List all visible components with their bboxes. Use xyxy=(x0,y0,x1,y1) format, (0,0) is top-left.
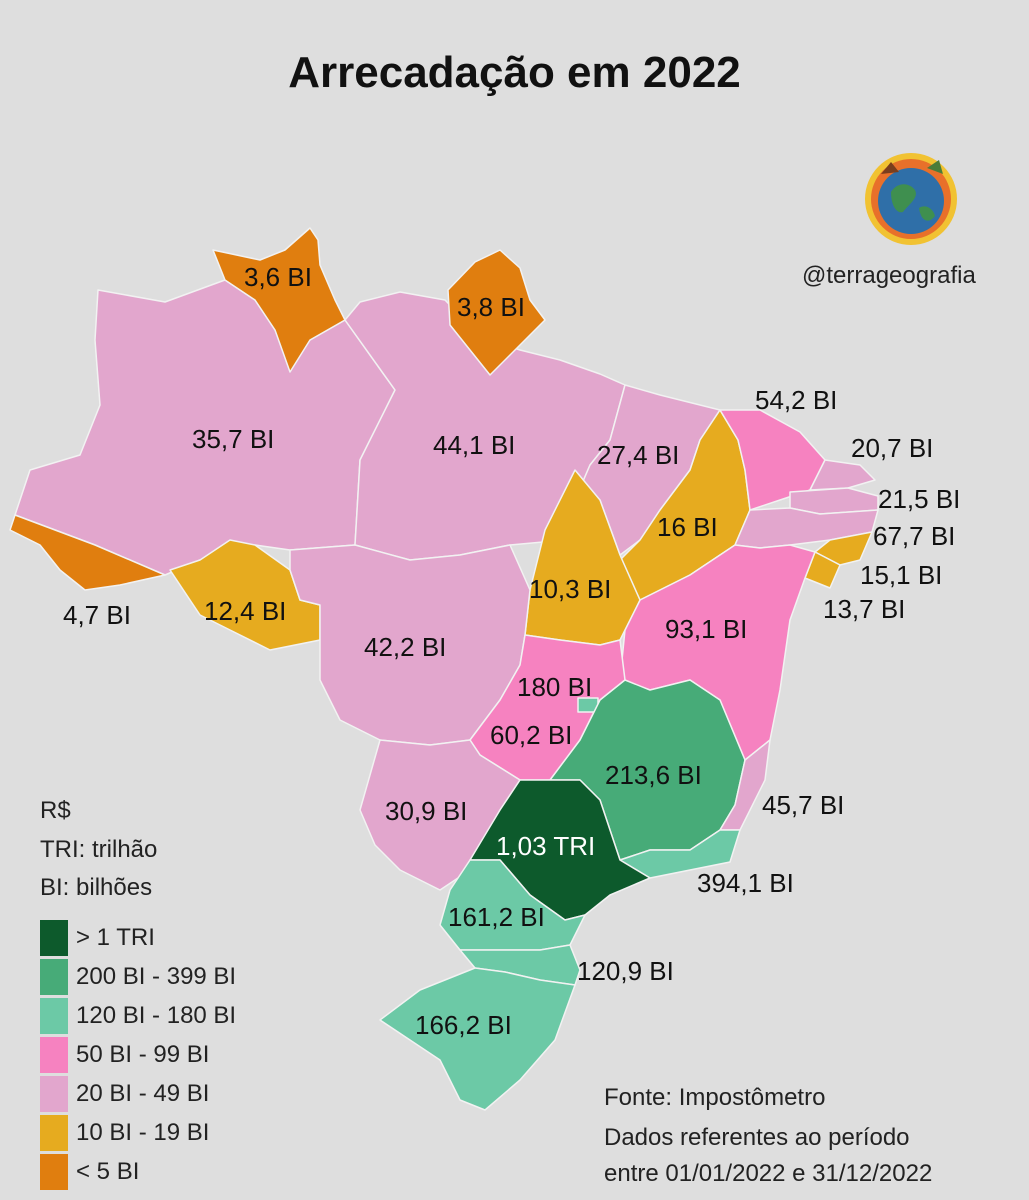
state-ac xyxy=(9,514,166,591)
legend-swatch xyxy=(40,1076,68,1112)
map-title: Arrecadação em 2022 xyxy=(288,48,741,97)
legend-swatch xyxy=(40,998,68,1034)
state-ap xyxy=(447,249,546,376)
legend-bi-note: BI: bilhões xyxy=(40,874,153,901)
source-line-2: Dados referentes ao período xyxy=(604,1124,910,1151)
label-ro: 12,4 BI xyxy=(204,596,287,626)
legend-label: 200 BI - 399 BI xyxy=(76,963,237,990)
label-pb: 21,5 BI xyxy=(878,484,961,514)
source-line-1: Fonte: Impostômetro xyxy=(604,1084,826,1111)
legend-swatch xyxy=(40,1037,68,1073)
label-mg: 213,6 BI xyxy=(605,760,702,790)
state-rj xyxy=(619,829,741,879)
label-se: 13,7 BI xyxy=(823,594,906,624)
legend-swatch xyxy=(40,1115,68,1151)
label-df: 180 BI xyxy=(517,672,593,702)
state-rn xyxy=(809,459,876,491)
label-es: 45,7 BI xyxy=(762,790,845,820)
label-al: 15,1 BI xyxy=(860,560,943,590)
label-ce: 54,2 BI xyxy=(755,385,838,415)
legend-label: < 5 BI xyxy=(76,1158,140,1185)
label-ap: 3,8 BI xyxy=(457,292,525,322)
label-go: 60,2 BI xyxy=(490,720,573,750)
legend-swatch xyxy=(40,920,68,956)
label-rn: 20,7 BI xyxy=(851,433,934,463)
label-rs: 166,2 BI xyxy=(415,1010,512,1040)
legend-unit: R$ xyxy=(40,797,71,824)
legend-label: 120 BI - 180 BI xyxy=(76,1002,237,1029)
legend-label: 50 BI - 99 BI xyxy=(76,1041,210,1068)
globe-logo-icon xyxy=(865,153,957,245)
legend-swatch xyxy=(40,1154,68,1190)
label-pi: 16 BI xyxy=(657,512,718,542)
legend-tri-note: TRI: trilhão xyxy=(40,836,158,863)
label-ac: 4,7 BI xyxy=(63,600,131,630)
label-ms: 30,9 BI xyxy=(385,796,468,826)
label-mt: 42,2 BI xyxy=(364,632,447,662)
legend-label: 10 BI - 19 BI xyxy=(76,1119,210,1146)
label-pe: 67,7 BI xyxy=(873,521,956,551)
label-pr: 161,2 BI xyxy=(448,902,545,932)
label-am: 35,7 BI xyxy=(192,424,275,454)
state-al xyxy=(814,531,873,566)
state-rs xyxy=(379,967,576,1111)
label-pa: 44,1 BI xyxy=(433,430,516,460)
label-rj: 394,1 BI xyxy=(697,868,794,898)
label-ma: 27,4 BI xyxy=(597,440,680,470)
label-sp: 1,03 TRI xyxy=(496,831,596,861)
label-ba: 93,1 BI xyxy=(665,614,748,644)
author-handle: @terrageografia xyxy=(802,262,976,289)
label-rr: 3,6 BI xyxy=(244,262,312,292)
legend-label: > 1 TRI xyxy=(76,924,155,951)
state-rr xyxy=(212,227,346,373)
legend-swatch xyxy=(40,959,68,995)
label-to: 10,3 BI xyxy=(529,574,612,604)
label-sc: 120,9 BI xyxy=(577,956,674,986)
legend-label: 20 BI - 49 BI xyxy=(76,1080,210,1107)
source-line-3: entre 01/01/2022 e 31/12/2022 xyxy=(604,1160,933,1187)
